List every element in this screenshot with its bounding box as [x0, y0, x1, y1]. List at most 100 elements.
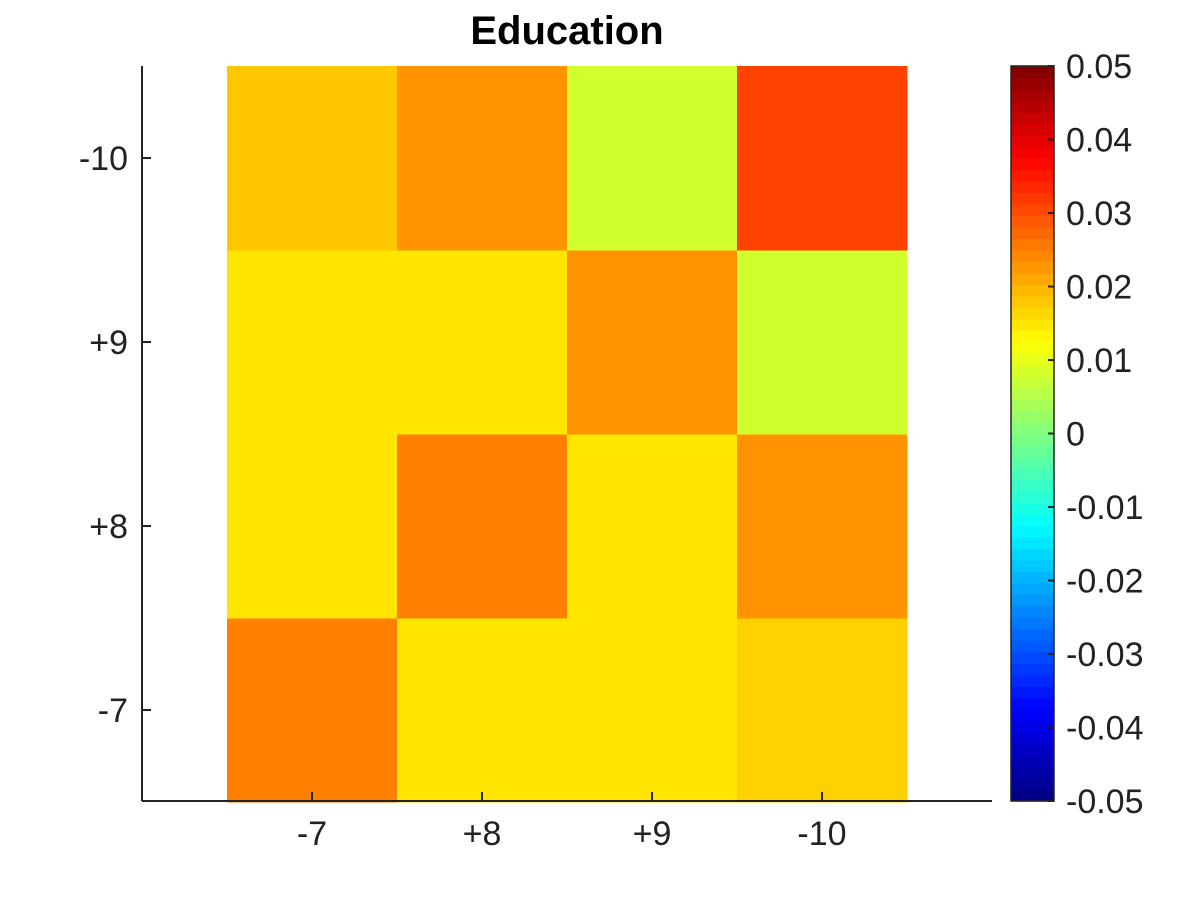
colorbar-tick-label: -0.02 — [1066, 563, 1144, 601]
colorbar-band — [1011, 376, 1054, 389]
heatmap-cell-+9-+9 — [567, 250, 738, 435]
colorbar-band — [1011, 272, 1054, 285]
x-tick-label: -10 — [797, 815, 846, 853]
colorbar-band — [1011, 387, 1054, 400]
colorbar-band — [1011, 353, 1054, 366]
colorbar-band — [1011, 663, 1054, 676]
colorbar-tick-label: -0.03 — [1066, 636, 1144, 674]
x-tick-label: +8 — [463, 815, 502, 853]
heatmap-cell-+8-+8 — [397, 434, 568, 619]
colorbar-band — [1011, 111, 1054, 125]
colorbar-tick-label: 0.04 — [1066, 122, 1132, 160]
chart-title: Education — [470, 9, 663, 53]
colorbar-band — [1011, 697, 1054, 710]
colorbar-band — [1011, 605, 1054, 618]
colorbar-band — [1011, 594, 1054, 607]
colorbar-band — [1011, 536, 1054, 549]
y-axis-ticks: -7 +8 +9 -10 — [79, 140, 151, 730]
y-tick-label: -7 — [98, 692, 128, 730]
colorbar-band — [1011, 686, 1054, 699]
heatmap-cell-+9--10 — [737, 250, 908, 435]
colorbar-band — [1011, 203, 1054, 216]
colorbar-band — [1011, 157, 1054, 170]
heatmap-cell--7--10 — [737, 618, 908, 803]
y-tick-label: +8 — [89, 508, 128, 546]
heatmap-cell--7-+8 — [397, 618, 568, 803]
colorbar-band — [1011, 755, 1054, 768]
colorbar-band — [1011, 502, 1054, 515]
colorbar-band — [1011, 548, 1054, 561]
colorbar-band — [1011, 307, 1054, 320]
x-tick-label: -7 — [297, 815, 327, 853]
y-tick-label: -10 — [79, 140, 128, 178]
colorbar-band — [1011, 284, 1054, 297]
colorbar-tick-label: 0.03 — [1066, 195, 1132, 233]
colorbar-band — [1011, 490, 1054, 504]
colorbar-band — [1011, 743, 1054, 756]
colorbar-tick-label: -0.04 — [1066, 710, 1144, 748]
heatmap-cell-+8--7 — [227, 434, 398, 619]
colorbar-band — [1011, 66, 1054, 79]
heatmap-cells — [227, 66, 908, 803]
colorbar-band — [1011, 422, 1054, 435]
colorbar-tick-label: -0.01 — [1066, 489, 1144, 527]
colorbar-band — [1011, 238, 1054, 251]
colorbar-band — [1011, 525, 1054, 538]
colorbar-band — [1011, 330, 1054, 343]
colorbar-tick-label: 0.02 — [1066, 269, 1132, 307]
colorbar-band — [1011, 364, 1054, 377]
colorbar-tick-label: -0.05 — [1066, 783, 1144, 821]
colorbar-band — [1011, 399, 1054, 412]
colorbar-band — [1011, 249, 1054, 262]
colorbar-band — [1011, 720, 1054, 733]
colorbar-band — [1011, 341, 1054, 354]
colorbar-band — [1011, 123, 1054, 136]
colorbar-band — [1011, 674, 1054, 687]
colorbar-tick-label: 0.01 — [1066, 342, 1132, 380]
colorbar-band — [1011, 789, 1054, 802]
colorbar-band — [1011, 100, 1054, 113]
colorbar-band — [1011, 778, 1054, 791]
colorbar-band — [1011, 295, 1054, 308]
colorbar-band — [1011, 559, 1054, 572]
heatmap-cell--10--7 — [227, 66, 398, 251]
heatmap-cell--10--10 — [737, 66, 908, 251]
colorbar — [1010, 65, 1055, 802]
heatmap-cell-+8--10 — [737, 434, 908, 619]
colorbar-band — [1011, 628, 1054, 641]
colorbar-band — [1011, 456, 1054, 469]
x-tick-label: +9 — [633, 815, 672, 853]
colorbar-band — [1011, 479, 1054, 492]
colorbar-band — [1011, 444, 1054, 458]
heatmap-cell-+8-+9 — [567, 434, 738, 619]
colorbar-band — [1011, 467, 1054, 481]
x-axis-ticks: -7 +8 +9 -10 — [297, 792, 847, 853]
heatmap-cell--10-+9 — [567, 66, 738, 251]
colorbar-band — [1011, 88, 1054, 102]
colorbar-band — [1011, 318, 1054, 331]
colorbar-ticks: 0.05 0.04 0.03 0.02 0.01 0 -0.01 -0.02 -0.03 -0.0… — [1048, 48, 1144, 821]
colorbar-band — [1011, 134, 1054, 147]
colorbar-band — [1011, 77, 1054, 90]
colorbar-band — [1011, 640, 1054, 653]
colorbar-band — [1011, 433, 1054, 446]
colorbar-band — [1011, 226, 1054, 239]
colorbar-tick-label: 0 — [1066, 416, 1085, 454]
colorbar-band — [1011, 732, 1054, 745]
y-tick-label: +9 — [89, 324, 128, 362]
colorbar-band — [1011, 146, 1054, 159]
colorbar-band — [1011, 192, 1054, 205]
heatmap-cell-+9--7 — [227, 250, 398, 435]
colorbar-band — [1011, 617, 1054, 630]
heatmap-cell--10-+8 — [397, 66, 568, 251]
colorbar-band — [1011, 571, 1054, 584]
colorbar-band — [1011, 180, 1054, 193]
colorbar-band — [1011, 513, 1054, 526]
heatmap-cell--7-+9 — [567, 618, 738, 803]
colorbar-band — [1011, 582, 1054, 595]
colorbar-band — [1011, 261, 1054, 274]
heatmap-cell-+9-+8 — [397, 250, 568, 435]
colorbar-band — [1011, 215, 1054, 228]
colorbar-band — [1011, 709, 1054, 722]
